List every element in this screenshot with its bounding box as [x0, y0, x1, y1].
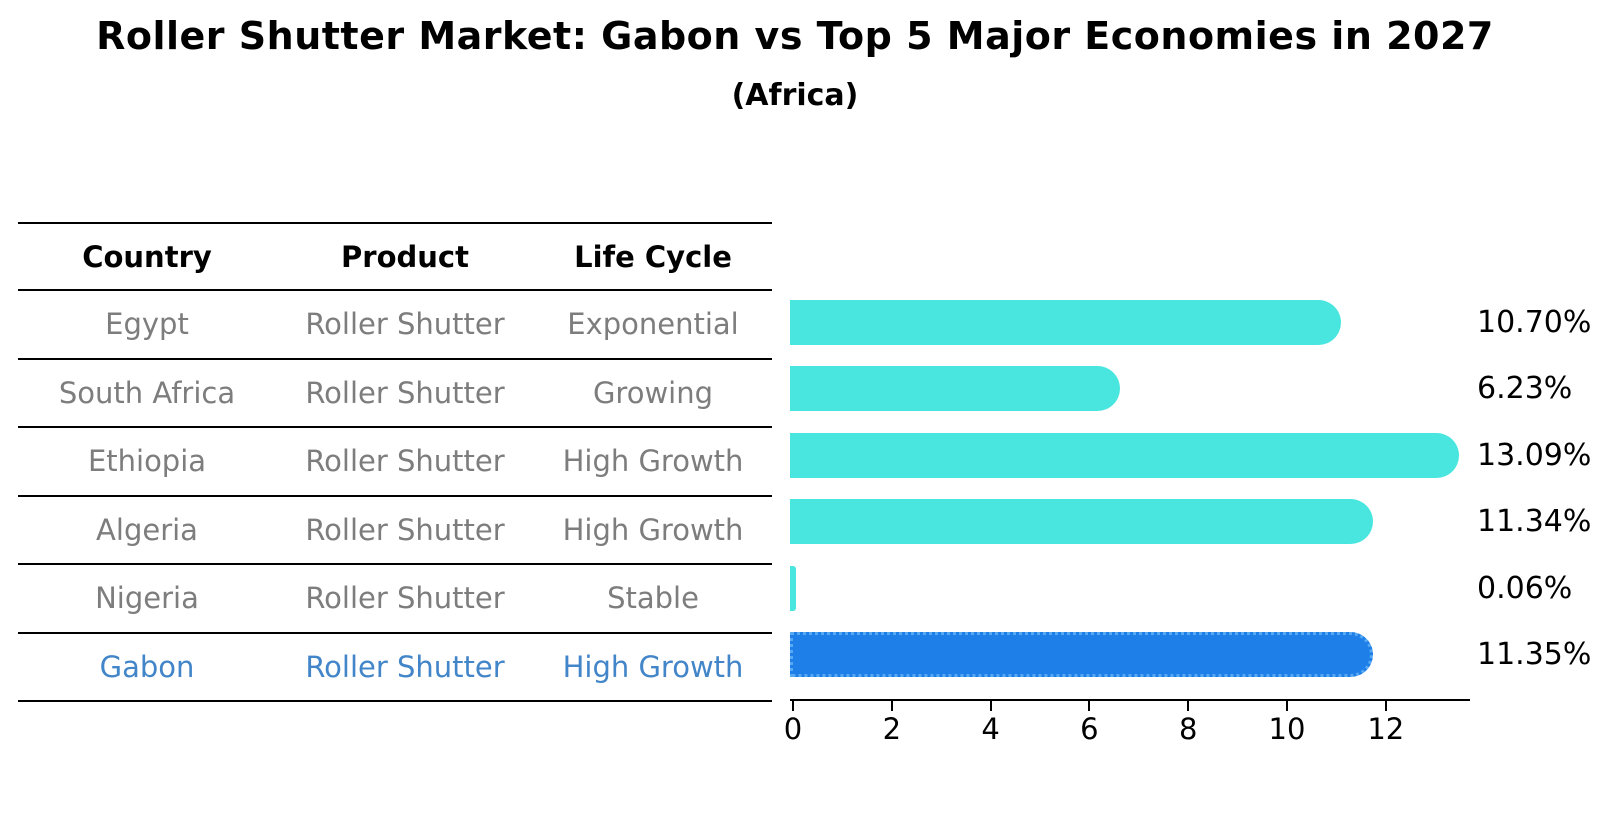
- table-row: Gabon Roller Shutter High Growth: [18, 634, 772, 702]
- x-tick: [1286, 701, 1288, 711]
- cell-country: Ethiopia: [87, 444, 207, 479]
- cell-life-cycle: Stable: [607, 581, 699, 616]
- x-tick: [1187, 701, 1190, 711]
- cell-country: Algeria: [96, 512, 198, 547]
- cell-product: Roller Shutter: [305, 444, 505, 479]
- cell-product: Roller Shutter: [305, 649, 505, 684]
- table-row: Algeria Roller Shutter High Growth: [18, 497, 772, 565]
- page-title: Roller Shutter Market: Gabon vs Top 5 Ma…: [96, 14, 1494, 58]
- table-row: Egypt Roller Shutter Exponential: [18, 291, 772, 360]
- data-table: Country Product Life Cycle Egypt Roller S…: [18, 222, 772, 702]
- value-label: 11.34%: [1477, 504, 1592, 540]
- cell-life-cycle: High Growth: [562, 512, 744, 547]
- x-tick-label: 8: [1178, 712, 1198, 746]
- x-tick: [890, 701, 893, 711]
- x-tick-label: 12: [1367, 712, 1405, 746]
- table-row: Ethiopia Roller Shutter High Growth: [18, 428, 772, 497]
- cell-product: Roller Shutter: [305, 581, 505, 616]
- cell-country: Egypt: [105, 307, 189, 342]
- cell-life-cycle: Exponential: [567, 307, 739, 342]
- value-label: 10.70%: [1477, 304, 1592, 340]
- cell-country: Nigeria: [95, 581, 199, 616]
- bar-south-africa: [790, 366, 1121, 412]
- bar-ethiopia: [790, 432, 1460, 478]
- page-subtitle: (Africa): [731, 78, 859, 113]
- column-header-life-cycle: Life Cycle: [574, 239, 732, 274]
- cell-country: South Africa: [58, 375, 236, 410]
- bar-algeria: [790, 499, 1373, 545]
- value-label: 0.06%: [1477, 570, 1573, 606]
- x-tick-label: 4: [981, 712, 1000, 746]
- value-label: 11.35%: [1477, 637, 1592, 673]
- table-row: Nigeria Roller Shutter Stable: [18, 565, 772, 634]
- cell-product: Roller Shutter: [305, 307, 505, 342]
- column-header-country: Country: [82, 239, 212, 274]
- bar-nigeria: [790, 565, 796, 611]
- column-header-product: Product: [341, 239, 469, 274]
- x-tick: [989, 701, 992, 711]
- cell-product: Roller Shutter: [305, 512, 505, 547]
- x-axis-line: [790, 699, 1470, 701]
- x-tick: [792, 701, 794, 711]
- value-label: 13.09%: [1477, 437, 1592, 473]
- x-tick-label: 10: [1268, 712, 1306, 746]
- x-tick: [1088, 701, 1091, 711]
- cell-life-cycle: High Growth: [562, 444, 744, 479]
- x-tick-label: 2: [882, 712, 902, 746]
- bar-gabon: [790, 632, 1374, 678]
- cell-product: Roller Shutter: [305, 375, 505, 410]
- x-tick-label: 6: [1080, 712, 1099, 746]
- bar-egypt: [790, 299, 1342, 345]
- table-body: Egypt Roller Shutter Exponential South Afri…: [18, 291, 772, 702]
- cell-country: Gabon: [99, 649, 195, 684]
- x-tick: [1384, 701, 1387, 711]
- table-header-row: Country Product Life Cycle: [18, 222, 772, 291]
- cell-life-cycle: High Growth: [562, 649, 744, 684]
- table-row: South Africa Roller Shutter Growing: [18, 360, 772, 428]
- cell-life-cycle: Growing: [592, 375, 714, 410]
- x-tick-label: 0: [783, 712, 803, 746]
- value-label: 6.23%: [1477, 371, 1573, 407]
